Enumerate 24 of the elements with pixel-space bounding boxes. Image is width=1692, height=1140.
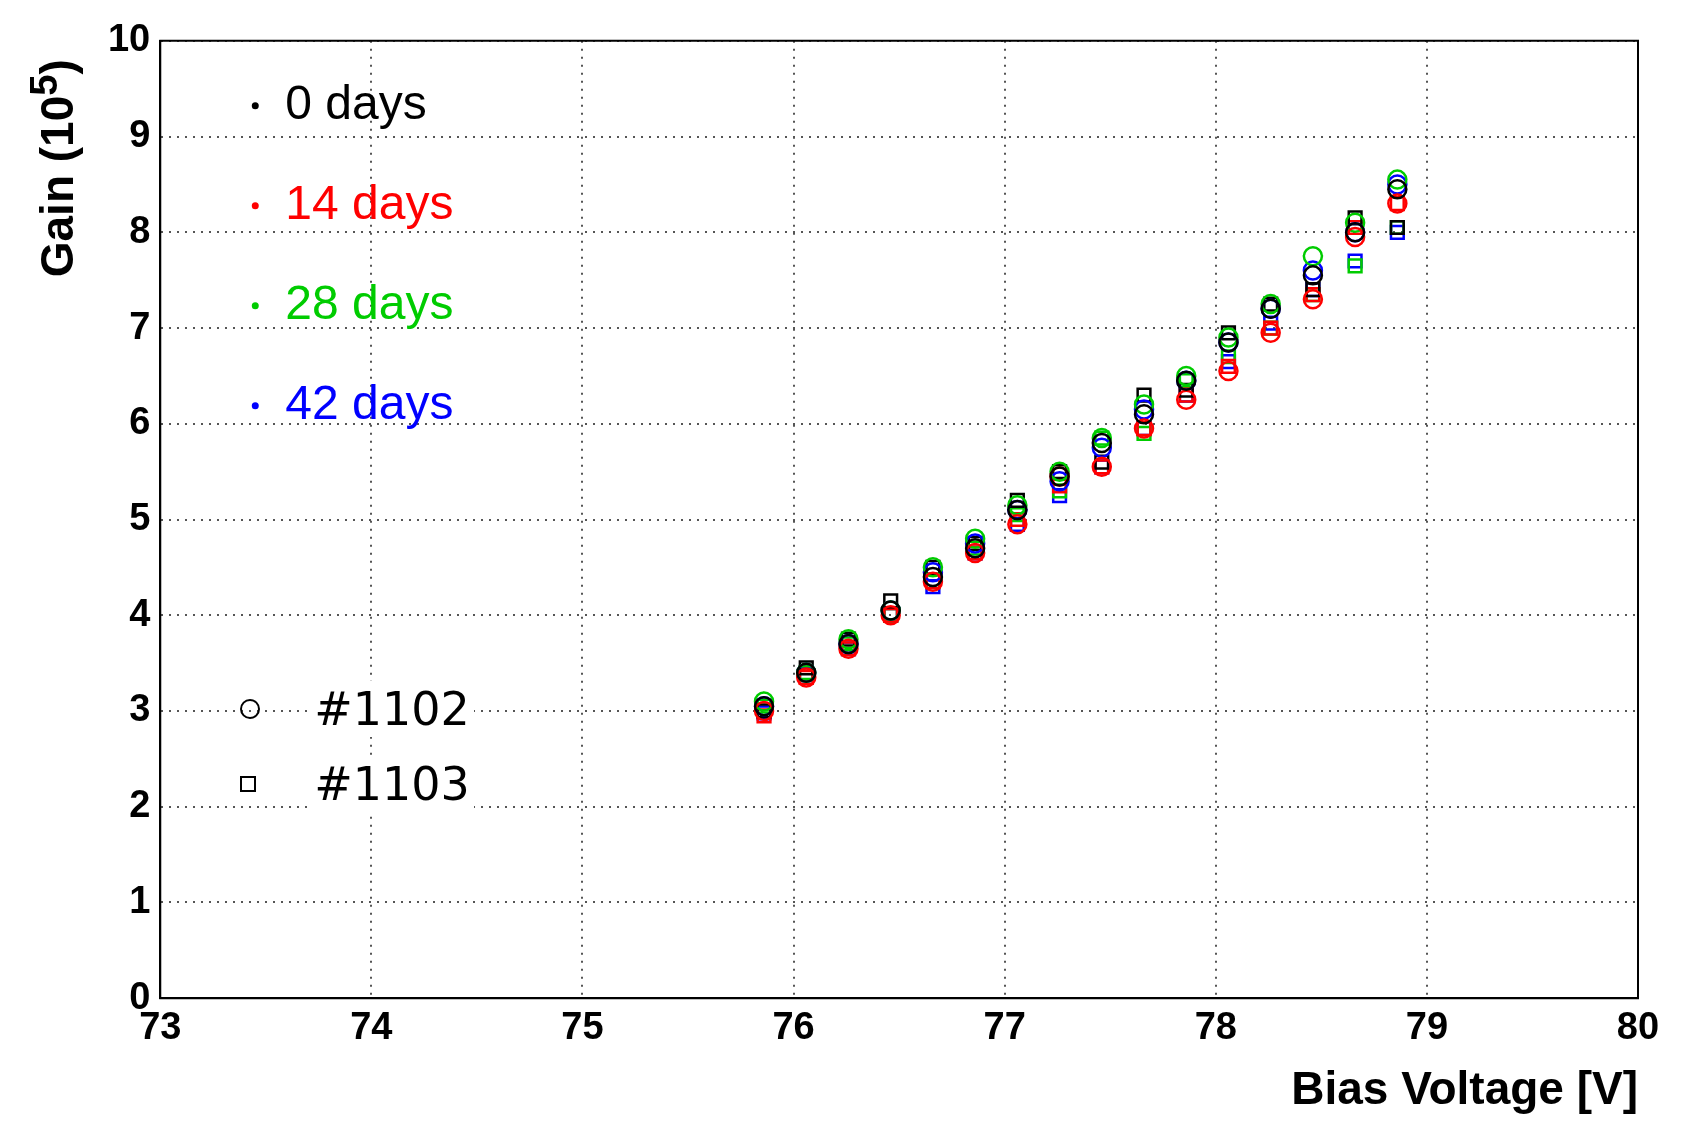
y-tick-label: 3 [129,687,151,730]
annotation: #1102 [310,680,474,737]
y-tick-label: 9 [129,113,151,156]
y-tick-label: 7 [129,304,151,347]
annotation: #1103 [310,755,474,812]
y-tick-label: 1 [129,878,151,921]
y-tick-label: 10 [107,17,151,60]
y-tick-label: 4 [129,591,151,634]
y-tick-label: 5 [129,495,151,538]
x-tick-label: 74 [350,1005,393,1048]
y-tick-label: 6 [129,400,151,443]
y-tick-label: 8 [129,208,151,251]
x-tick-label: 80 [1616,1005,1660,1048]
legend-label: 0 days [285,76,427,130]
x-tick-label: 78 [1194,1005,1237,1048]
x-tick-label: 77 [983,1005,1026,1048]
x-tick-label: 76 [772,1005,815,1048]
legend-label: 14 days [285,176,454,230]
x-tick-label: 75 [561,1005,604,1048]
x-axis-title: Bias Voltage [V] [1291,1062,1638,1115]
legend-label: 28 days [285,276,454,330]
y-tick-label: 2 [129,783,151,826]
legend-label: 42 days [285,376,454,430]
x-tick-label: 79 [1405,1005,1449,1048]
